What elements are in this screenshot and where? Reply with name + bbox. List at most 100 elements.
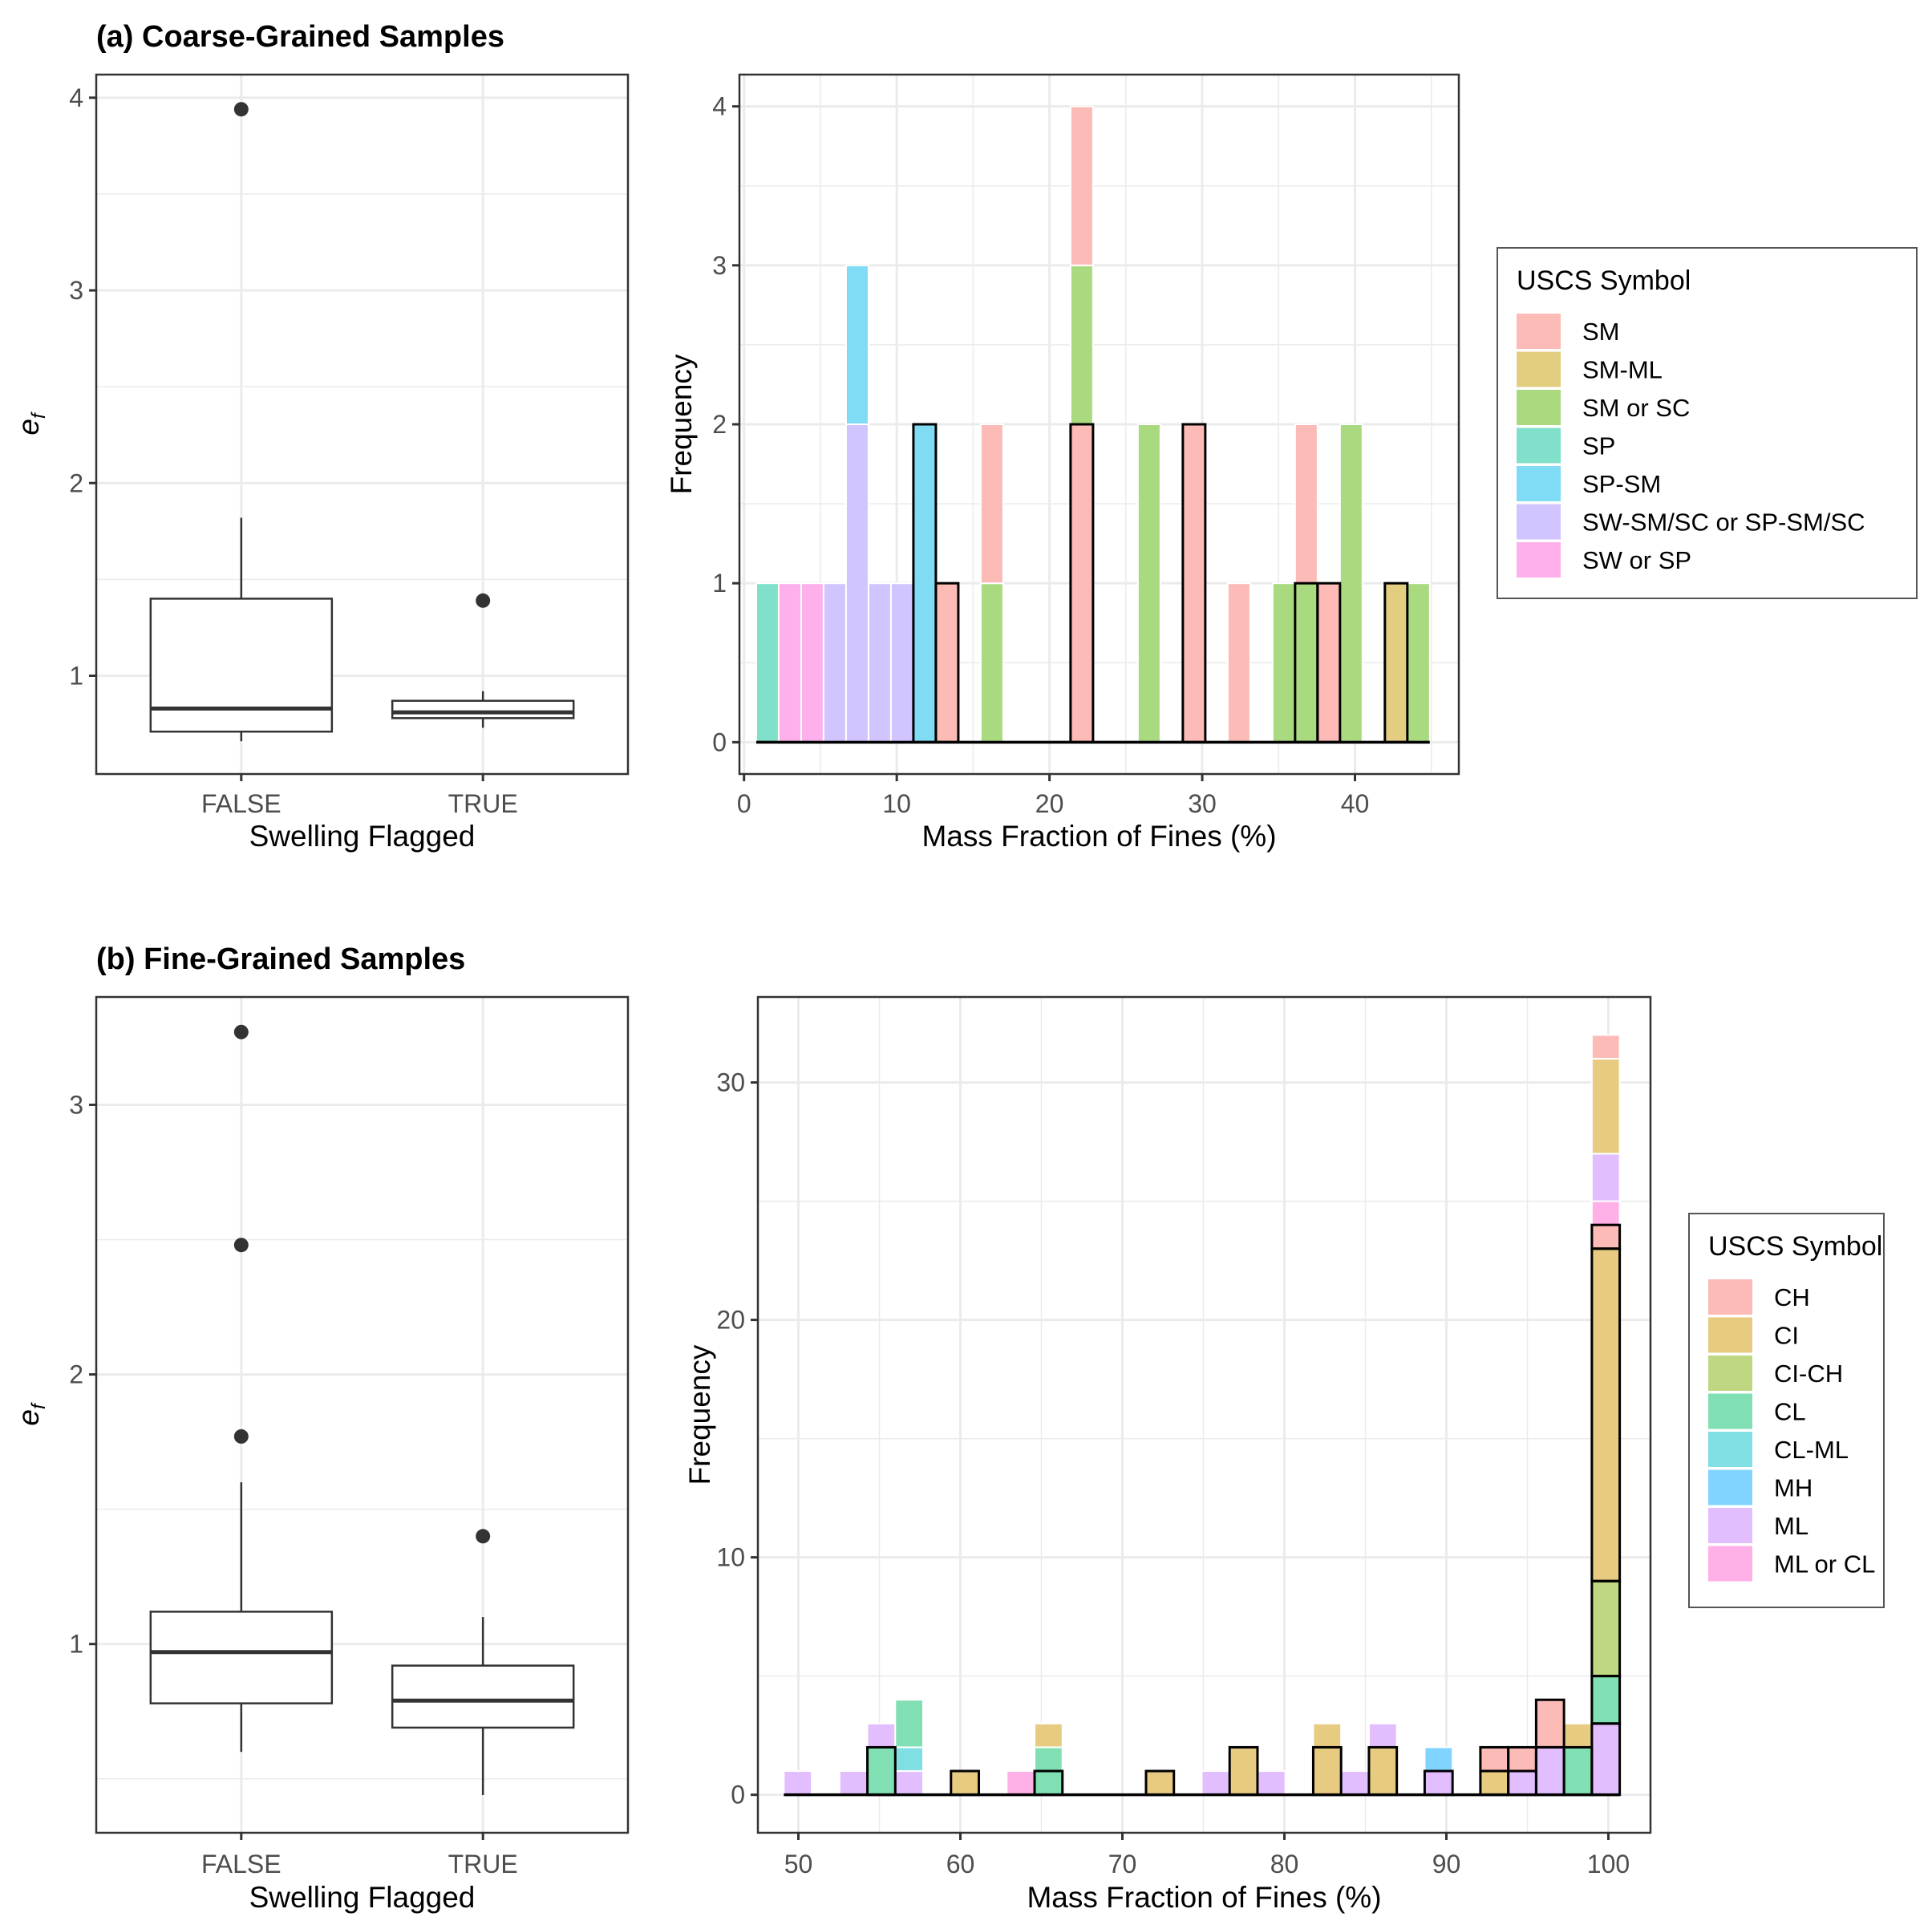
x-tick-label: 90	[1432, 1850, 1461, 1878]
histogram-bar-segment	[1536, 1700, 1565, 1748]
legend-swatch	[1708, 1508, 1752, 1543]
histogram-bar-segment	[1034, 1722, 1063, 1749]
flagged-bar-outline	[1033, 1769, 1064, 1797]
legend-label: SM-ML	[1582, 356, 1663, 384]
y-tick-label: 1	[69, 1630, 83, 1659]
histogram-bar-segment	[1536, 1747, 1565, 1795]
histogram-bar-segment	[1406, 582, 1431, 744]
legend-label: SP	[1582, 432, 1615, 460]
histogram-bar-segment	[950, 1771, 979, 1795]
legend-swatch	[1517, 504, 1561, 540]
histogram-bar-segment	[1136, 424, 1161, 744]
flagged-bar-outline	[1423, 1769, 1454, 1797]
legend-swatch	[1517, 390, 1561, 425]
histogram-bar-segment	[1367, 1722, 1398, 1749]
legend-label: CI-CH	[1774, 1360, 1843, 1388]
y-axis-title: Frequency	[683, 1344, 716, 1485]
histogram-bar-segment	[1424, 1746, 1454, 1773]
y-tick-label: 10	[716, 1543, 745, 1572]
flagged-bar-outline	[1316, 582, 1342, 744]
x-tick-label: FALSE	[201, 789, 281, 818]
histogram-bar-segment	[1591, 1676, 1620, 1724]
histogram-bar-segment	[1145, 1771, 1174, 1795]
box-iqr	[391, 699, 575, 719]
histogram-bar-segment	[1384, 583, 1407, 743]
x-tick-label: 0	[737, 789, 751, 818]
histogram-bar-segment	[1564, 1747, 1592, 1795]
y-tick-label: 3	[712, 251, 727, 280]
fine-histogram: 0 10 20 30 50 60 70 80 90 100 Mass Fraction of Fin…	[683, 995, 1885, 1914]
histogram-bar-segment	[1182, 424, 1205, 743]
histogram-bar-segment	[1508, 1771, 1537, 1795]
box-true	[391, 1529, 575, 1795]
histogram-bar-segment	[1070, 424, 1093, 743]
x-tick-label: TRUE	[448, 789, 518, 818]
histogram-bar-segment	[1271, 582, 1296, 744]
box-false	[149, 1024, 334, 1753]
x-tick-label: 20	[1035, 789, 1064, 818]
flagged-bar-outline	[1069, 423, 1095, 744]
histogram-bar-segment	[1229, 1747, 1258, 1795]
flagged-bar-outline	[1181, 423, 1207, 744]
histogram-bar-segment	[838, 1770, 869, 1796]
legend-label: SM or SC	[1582, 394, 1690, 422]
flagged-bar-outline	[1367, 1745, 1399, 1797]
legend-swatch	[1708, 1356, 1752, 1391]
box-iqr	[391, 1664, 575, 1729]
histogram-bar-segment	[1590, 1200, 1621, 1226]
legend-label: ML	[1774, 1512, 1808, 1540]
histogram-bar-segment	[1591, 1581, 1620, 1676]
histogram-bar-segment	[783, 1770, 813, 1796]
box-iqr	[149, 598, 334, 733]
histogram-bar-segment	[822, 582, 847, 744]
histogram-bars	[783, 1034, 1621, 1796]
outlier-point	[233, 1024, 249, 1040]
histogram-bar-segment	[894, 1746, 925, 1773]
x-axis-title: Mass Fraction of Fines (%)	[921, 820, 1276, 853]
histogram-bar-segment	[1480, 1747, 1509, 1772]
histogram-bar-segment	[913, 424, 936, 743]
y-tick-label: 0	[712, 727, 727, 756]
y-tick-label: 30	[716, 1068, 745, 1097]
outlier-point	[476, 593, 491, 608]
legend-title: USCS Symbol	[1708, 1231, 1882, 1262]
fine-boxplot: 1 2 3 FALSE TRUE Swelling Flagged ef	[12, 995, 630, 1914]
histogram-bar-segment	[1294, 424, 1318, 585]
y-tick-label: 2	[69, 468, 83, 497]
y-tick-label: 0	[731, 1781, 745, 1810]
histogram-bar-segment	[1591, 1723, 1620, 1795]
histogram-bar-segment	[1201, 1770, 1231, 1796]
histogram-bar-segment	[1226, 582, 1251, 744]
y-tick-label: 20	[716, 1306, 745, 1335]
y-axis-title: Frequency	[665, 354, 698, 494]
legend-label: CL-ML	[1774, 1436, 1849, 1464]
histogram-bar-segment	[844, 264, 869, 425]
panel-a-title: (a) Coarse-Grained Samples	[96, 20, 504, 54]
legend: USCS Symbol SM SM-ML SM or SC SP SP-SM SW-SM/S…	[1497, 247, 1918, 599]
legend-label: CH	[1774, 1283, 1810, 1311]
x-axis-title: Swelling Flagged	[249, 1881, 476, 1914]
legend-label: SP-SM	[1582, 470, 1661, 498]
legend-swatch	[1517, 542, 1561, 578]
x-tick-label: 60	[946, 1850, 975, 1878]
box-true	[391, 593, 575, 728]
flagged-bar-outline	[1144, 1769, 1176, 1797]
legend-box	[1497, 247, 1918, 599]
histogram-bar-segment	[1256, 1770, 1286, 1796]
outlier-point	[233, 1429, 249, 1444]
x-tick-label: 50	[784, 1850, 813, 1878]
outlier-point	[233, 102, 249, 117]
histogram-bar-segment	[1034, 1746, 1063, 1773]
legend-swatch	[1517, 466, 1561, 501]
histogram-bar-segment	[1590, 1153, 1621, 1202]
legend-swatch	[1708, 1469, 1752, 1506]
flagged-bar-outline	[1534, 1698, 1565, 1749]
x-axis-title: Swelling Flagged	[249, 820, 476, 853]
histogram-bar-segment	[935, 583, 958, 743]
x-tick-label: TRUE	[448, 1850, 518, 1878]
histogram-bar-segment	[979, 582, 1004, 744]
histogram-bar-segment	[867, 1747, 896, 1795]
y-tick-label: 1	[712, 569, 727, 598]
x-tick-label: 10	[882, 789, 911, 818]
